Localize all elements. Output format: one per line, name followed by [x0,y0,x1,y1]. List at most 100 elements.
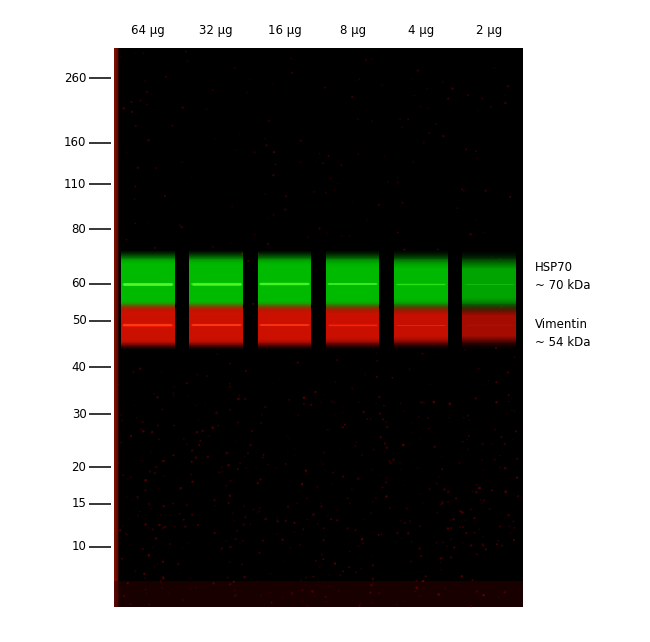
Bar [189,309,243,342]
Point [139,569,150,579]
Bar [462,314,516,337]
Point [255,474,266,485]
Point [152,392,162,403]
Bar [257,270,311,298]
Point [127,107,137,117]
Point [182,439,192,449]
Point [225,490,235,501]
Point [212,349,222,359]
Bar [462,302,516,349]
Bar [189,314,243,337]
Point [493,535,503,546]
Point [367,560,378,571]
Point [480,544,491,555]
Point [209,578,219,589]
Point [149,105,159,115]
Text: 16 μg: 16 μg [268,24,301,37]
Bar [121,266,175,302]
Point [321,596,332,607]
Point [213,344,223,354]
Point [192,166,202,176]
Point [225,379,235,389]
Point [447,496,457,507]
Point [145,466,155,476]
Point [395,458,405,468]
Point [458,437,468,447]
Point [192,369,203,379]
Bar [121,255,175,313]
Point [293,410,304,421]
Bar [326,259,380,309]
Bar [394,312,448,339]
Point [198,120,208,130]
Point [361,215,372,225]
Point [454,195,465,205]
Point [471,153,482,164]
Bar [462,270,516,298]
Bar [462,254,516,313]
Bar [462,313,516,338]
Point [465,504,476,514]
Point [292,358,303,368]
Point [343,372,354,383]
Point [302,493,312,503]
Point [208,577,218,587]
Point [240,394,250,404]
Point [143,217,153,227]
Point [161,497,171,507]
Point [442,541,452,551]
Point [140,519,151,530]
Bar [121,314,175,337]
Point [332,505,342,516]
Point [434,589,444,600]
Point [507,434,517,444]
Point [259,134,270,144]
Point [143,523,153,533]
Point [476,455,487,465]
Bar [326,314,380,337]
Point [191,453,202,463]
Bar [121,300,175,351]
Bar [189,308,243,343]
Point [471,215,481,225]
Bar [462,266,516,301]
Point [491,397,502,407]
Point [268,147,279,157]
Point [398,440,408,450]
Bar [326,306,380,345]
Point [318,554,328,564]
Point [125,431,136,441]
Bar [121,250,175,317]
Bar [326,268,380,300]
Point [382,491,392,501]
Bar [462,313,516,338]
Point [473,105,483,116]
Point [254,548,265,558]
Bar [462,308,516,343]
Bar [189,250,243,318]
Point [360,369,370,379]
Bar [121,259,175,308]
Point [299,393,309,403]
Bar [462,268,516,300]
Point [177,543,188,553]
Point [501,174,512,184]
Point [281,516,291,526]
Point [374,408,385,419]
Point [506,528,516,538]
Bar [257,304,311,347]
Bar [462,253,516,315]
Point [385,458,396,468]
Point [324,570,335,580]
Bar [394,265,448,302]
Point [239,413,250,424]
Bar [326,308,380,343]
Point [500,487,511,497]
Point [183,390,194,401]
Point [272,529,282,539]
Bar [257,263,311,304]
Bar [257,254,311,313]
Bar [189,303,243,348]
Point [455,506,465,516]
Bar [121,254,175,313]
